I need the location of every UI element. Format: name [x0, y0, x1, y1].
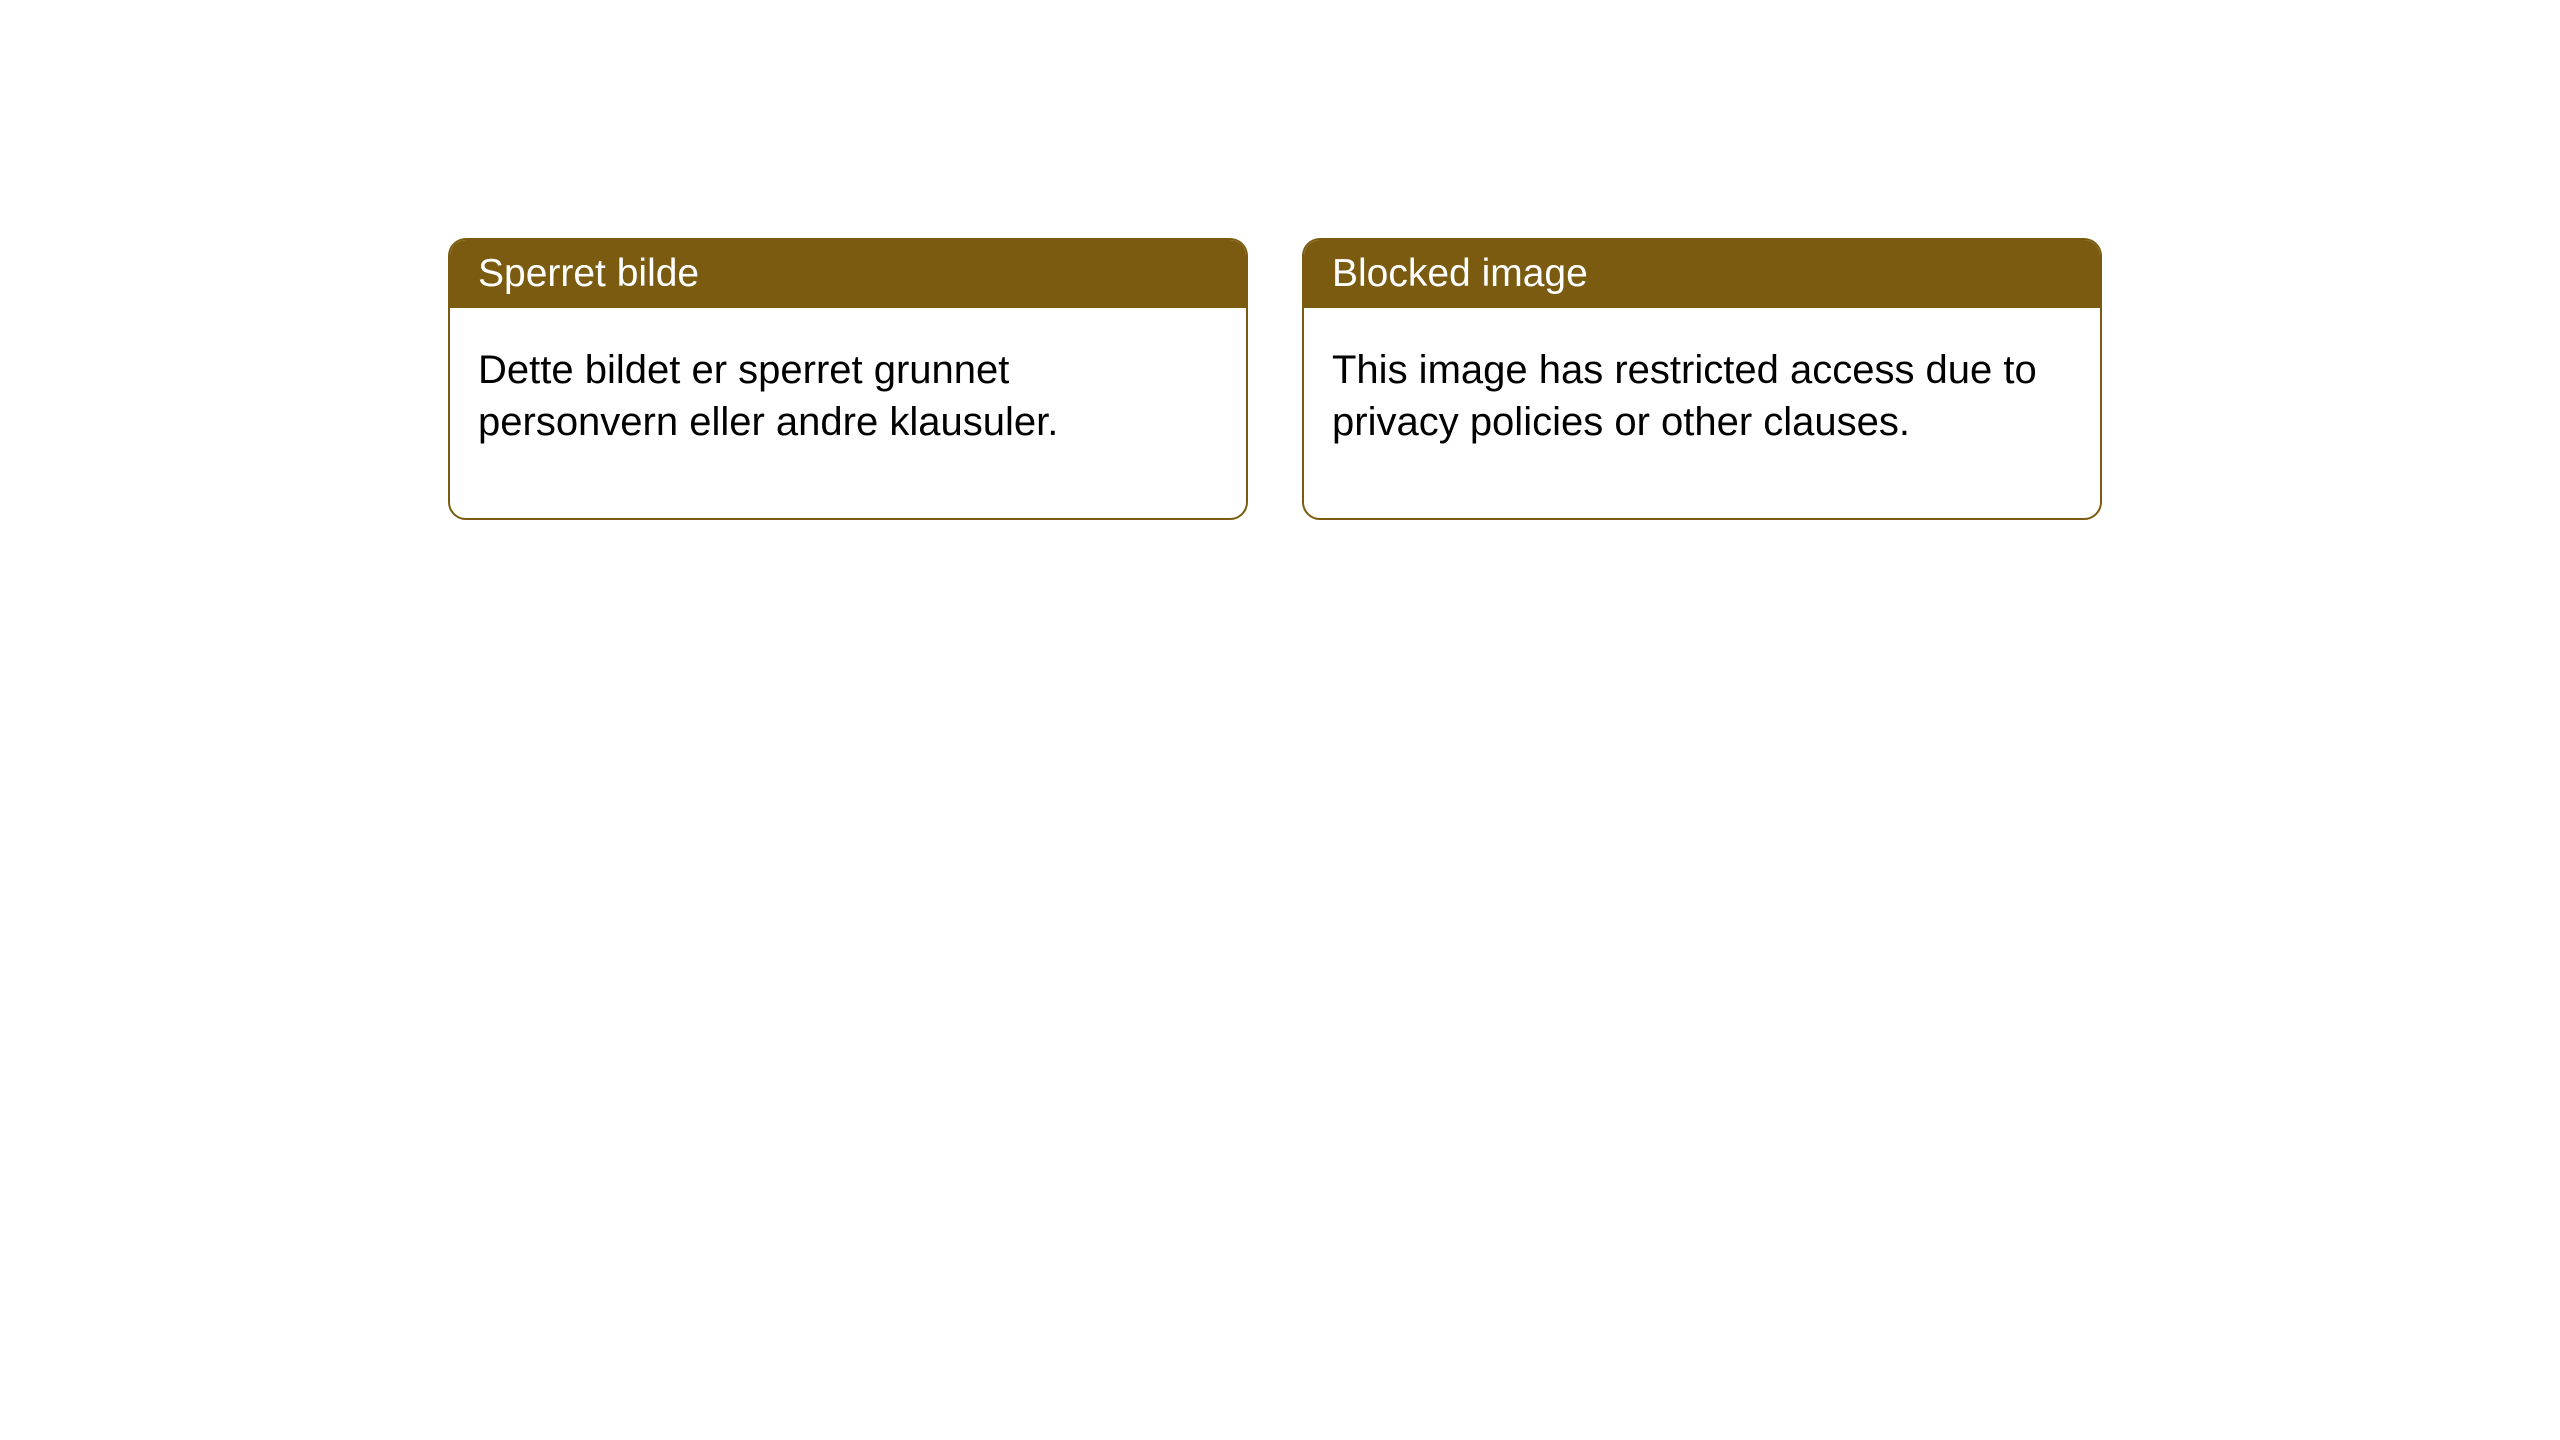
card-body-text: This image has restricted access due to … [1332, 348, 2037, 444]
card-body: Dette bildet er sperret grunnet personve… [450, 308, 1246, 518]
card-body-text: Dette bildet er sperret grunnet personve… [478, 348, 1058, 444]
card-title: Blocked image [1332, 252, 1588, 295]
notice-card-norwegian: Sperret bilde Dette bildet er sperret gr… [448, 238, 1248, 520]
card-header: Blocked image [1304, 240, 2100, 308]
notice-card-english: Blocked image This image has restricted … [1302, 238, 2102, 520]
card-title: Sperret bilde [478, 252, 699, 295]
card-body: This image has restricted access due to … [1304, 308, 2100, 518]
notice-container: Sperret bilde Dette bildet er sperret gr… [448, 238, 2102, 520]
card-header: Sperret bilde [450, 240, 1246, 308]
